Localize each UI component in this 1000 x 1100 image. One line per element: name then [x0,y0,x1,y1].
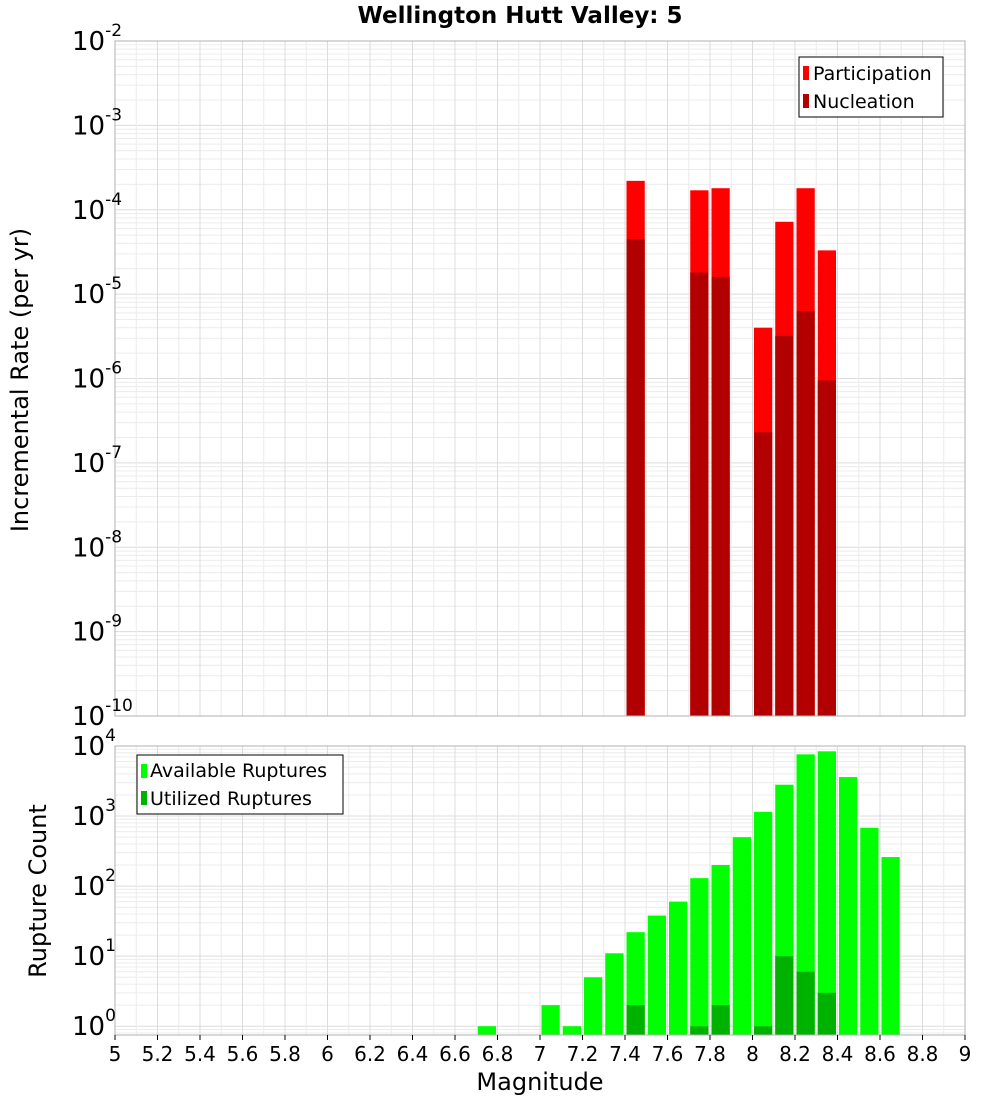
utilized-ruptures-bar [711,1005,730,1035]
available-ruptures-bar [562,1026,581,1035]
available-ruptures-bar [732,837,751,1035]
available-ruptures-bar [796,754,815,1035]
x-tick-label: 5.8 [269,1042,301,1066]
available-ruptures-bar [477,1026,496,1035]
utilized-ruptures-bar [775,956,794,1035]
x-axis-label: Magnitude [476,1068,603,1096]
x-tick-label: 6.6 [439,1042,471,1066]
x-tick-label: 5.6 [227,1042,259,1066]
available-ruptures-bar [817,751,836,1035]
legend-swatch-available [141,764,147,778]
y-tick-label: 100 [72,1006,116,1042]
y-tick-label: 102 [72,866,116,902]
chart-title: Wellington Hutt Valley: 5 [357,3,682,29]
top-y-axis-label: Incremental Rate (per yr) [6,228,34,532]
x-tick-label: 8 [746,1042,759,1066]
nucleation-bar [626,239,645,716]
top-y-ticks: 10-10 10-9 10-8 10-7 10-6 10-5 10-4 10-3 10-2 [72,21,133,732]
y-tick-label: 103 [72,796,116,832]
available-ruptures-bar [839,777,858,1035]
utilized-ruptures-bar [817,992,836,1035]
nucleation-bar [817,380,836,716]
y-tick-label: 10-7 [72,443,122,479]
top-panel: 10-10 10-9 10-8 10-7 10-6 10-5 10-4 10-3 10-2 In… [6,21,966,732]
x-tick-label: 5.4 [184,1042,216,1066]
utilized-ruptures-bar [754,1026,773,1035]
available-ruptures-bar [647,915,666,1035]
available-ruptures-bar [881,857,900,1035]
bottom-bars [477,751,900,1035]
nucleation-bar [796,311,815,716]
available-ruptures-bar [669,901,688,1035]
y-tick-label: 10-8 [72,527,122,563]
y-tick-label: 10-3 [72,105,122,141]
y-tick-label: 10-5 [72,274,122,310]
x-tick-label: 6.2 [354,1042,386,1066]
y-tick-label: 101 [72,936,116,972]
x-tick-label: 5.2 [142,1042,174,1066]
available-ruptures-bar [541,1005,560,1035]
y-tick-label: 104 [72,726,116,762]
legend-swatch-utilized [141,791,147,805]
y-tick-label: 10-4 [72,190,122,226]
bottom-legend-box [136,754,344,815]
legend-label-nucleation: Nucleation [813,91,915,113]
x-tick-label: 6.4 [397,1042,429,1066]
x-tick-label: 6.8 [482,1042,514,1066]
bottom-y-ticks: 100 101 102 103 104 [72,726,116,1042]
x-tick-label: 7 [534,1042,547,1066]
legend-label-participation: Participation [813,63,932,85]
available-ruptures-bar [690,878,709,1035]
utilized-ruptures-bar [690,1026,709,1035]
legend-swatch-participation [803,66,809,80]
legend-label-available: Available Ruptures [150,760,327,782]
bottom-y-axis-label: Rupture Count [24,804,52,978]
x-tick-label: 8.8 [907,1042,939,1066]
legend-label-utilized: Utilized Ruptures [150,788,312,810]
nucleation-bar [754,432,773,716]
x-tick-label: 7.4 [609,1042,641,1066]
x-tick-label: 8.2 [779,1042,811,1066]
x-tick-label: 6 [321,1042,334,1066]
y-tick-label: 10-6 [72,359,122,395]
utilized-ruptures-bar [626,1005,645,1035]
x-tick-label: 7.6 [652,1042,684,1066]
x-tick-label: 7.2 [567,1042,599,1066]
y-tick-label: 10-9 [72,612,122,648]
top-plot-border [114,40,966,717]
available-ruptures-bar [584,977,603,1035]
x-tick-label: 5 [109,1042,122,1066]
available-ruptures-bar [860,827,879,1035]
nucleation-bar [775,335,794,716]
x-tick-label: 9 [959,1042,972,1066]
y-tick-label: 10-2 [72,21,122,57]
x-tick-label: 7.8 [694,1042,726,1066]
top-legend-box [798,56,944,118]
top-legend: Participation Nucleation [798,56,944,118]
legend-swatch-nucleation [803,94,809,108]
available-ruptures-bar [754,811,773,1035]
top-bars [626,180,836,717]
y-tick-label: 10-10 [72,696,133,732]
x-tick-label: 8.4 [822,1042,854,1066]
nucleation-bar [690,272,709,716]
x-tick-label: 8.6 [864,1042,896,1066]
bottom-panel: 100 101 102 103 104 5 5.2 5.4 5.6 5.8 6 6.2 6.4 6.6 6… [24,726,971,1096]
utilized-ruptures-bar [796,971,815,1035]
available-ruptures-bar [711,865,730,1035]
x-ticks: 5 5.2 5.4 5.6 5.8 6 6.2 6.4 6.6 6.8 7 7.2 7.4 7.6 7.8 8… [109,1035,972,1066]
nucleation-bar [711,276,730,716]
top-grid [114,40,966,717]
available-ruptures-bar [605,953,624,1035]
bottom-legend: Available Ruptures Utilized Ruptures [136,754,344,815]
